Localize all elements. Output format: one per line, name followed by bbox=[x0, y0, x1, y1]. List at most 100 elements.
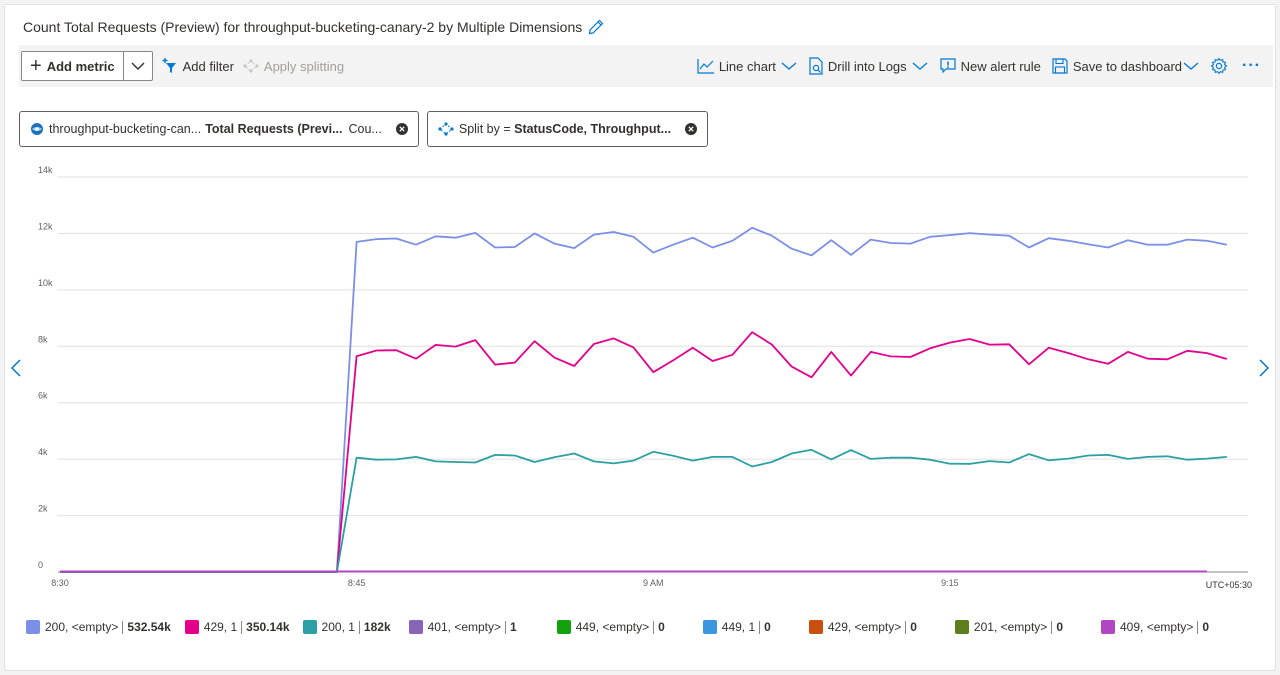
x-tick-label: 8:45 bbox=[348, 578, 366, 588]
y-tick-label: 2k bbox=[38, 504, 48, 514]
more-options-button[interactable]: ··· bbox=[1242, 57, 1261, 75]
logs-icon bbox=[809, 57, 823, 75]
legend-series-name: 429, 1 bbox=[203, 620, 238, 634]
legend-item[interactable]: 409, <empty> 0 bbox=[1101, 620, 1209, 634]
add-filter-label: Add filter bbox=[182, 58, 234, 74]
y-tick-label: 14k bbox=[38, 165, 53, 175]
add-filter-button[interactable]: Add filter bbox=[161, 58, 234, 74]
chart-type-dropdown[interactable]: Line chart bbox=[697, 58, 798, 74]
save-to-dashboard-dropdown[interactable]: Save to dashboard bbox=[1051, 57, 1200, 75]
add-metric-label: Add metric bbox=[46, 58, 115, 74]
legend-item[interactable]: 449, <empty> 0 bbox=[556, 620, 665, 634]
legend-item[interactable]: 201, <empty> 0 bbox=[954, 620, 1063, 634]
x-tick-label: 9 AM bbox=[643, 578, 664, 588]
split-pill[interactable]: Split by = StatusCode, Throughput... bbox=[426, 111, 709, 147]
edit-title-icon[interactable] bbox=[588, 19, 604, 35]
legend-swatch bbox=[408, 620, 423, 634]
alert-icon bbox=[940, 58, 956, 74]
line-chart: 0 2k 4k 6k 8k 10k 12k 14k 8:30 8:45 9 AM 9:15 UTC+05… bbox=[38, 165, 1252, 590]
y-tick-label: 6k bbox=[38, 391, 48, 401]
legend-series-name: 200, <empty> bbox=[45, 620, 119, 634]
new-alert-rule-button[interactable]: New alert rule bbox=[939, 57, 1041, 75]
legend-series-total: 0 bbox=[1056, 620, 1063, 634]
legend-item[interactable]: 200, 1 182k bbox=[302, 620, 391, 634]
splitting-icon bbox=[438, 122, 454, 136]
plus-icon: + bbox=[30, 55, 42, 77]
legend-item[interactable]: 449, 1 0 bbox=[702, 620, 771, 634]
save-icon bbox=[1052, 58, 1068, 74]
legend-separator bbox=[1197, 620, 1199, 634]
legend-separator bbox=[1051, 620, 1053, 634]
drill-into-logs-dropdown[interactable]: Drill into Logs bbox=[808, 57, 929, 75]
chart-title: Count Total Requests (Preview) for throu… bbox=[23, 19, 583, 35]
toolbar-right-group: Line chart Drill into Logs New alert rul… bbox=[687, 45, 1261, 87]
apply-splitting-button[interactable]: Apply splitting bbox=[242, 58, 344, 74]
legend-series-total: 182k bbox=[363, 620, 391, 634]
split-pill-value: StatusCode, Throughput... bbox=[514, 122, 672, 136]
add-metric-split-button: + Add metric bbox=[21, 51, 153, 81]
add-metric-button[interactable]: + Add metric bbox=[22, 52, 124, 80]
metric-pill-metric: Total Requests (Previ... bbox=[205, 122, 343, 136]
apply-splitting-label: Apply splitting bbox=[263, 58, 345, 74]
legend-separator bbox=[505, 620, 507, 634]
cosmos-db-icon bbox=[30, 122, 44, 136]
legend-series-name: 201, <empty> bbox=[973, 620, 1048, 634]
chart-title-row: Count Total Requests (Preview) for throu… bbox=[23, 15, 604, 39]
chevron-down-icon bbox=[781, 62, 797, 70]
x-tick-label: 9:15 bbox=[941, 578, 959, 588]
chart-pills: throughput-bucketing-can... Total Reques… bbox=[19, 111, 709, 147]
metric-pill-aggregation: Cou... bbox=[348, 122, 382, 136]
legend-item[interactable]: 429, 1 350.14k bbox=[184, 620, 290, 634]
chevron-down-icon bbox=[1183, 62, 1199, 70]
new-alert-rule-label: New alert rule bbox=[960, 58, 1041, 74]
series-line bbox=[60, 226, 1227, 573]
metric-pill[interactable]: throughput-bucketing-can... Total Reques… bbox=[19, 111, 419, 147]
series-line bbox=[60, 331, 1228, 573]
add-metric-dropdown[interactable] bbox=[124, 52, 152, 80]
chevron-right-icon[interactable] bbox=[1258, 358, 1270, 383]
legend-swatch bbox=[556, 620, 571, 634]
more-options-label: ··· bbox=[1242, 57, 1261, 74]
legend-swatch bbox=[702, 620, 717, 634]
chevron-down-icon bbox=[131, 62, 145, 70]
y-tick-label: 4k bbox=[38, 447, 48, 457]
legend-separator bbox=[905, 620, 907, 634]
splitting-icon bbox=[243, 59, 259, 73]
filter-add-icon bbox=[162, 58, 176, 73]
close-icon[interactable] bbox=[685, 123, 698, 135]
x-tick-label: 8:30 bbox=[51, 578, 69, 588]
legend-swatch bbox=[1101, 620, 1115, 634]
chart-legend: 200, <empty> 532.54k 429, 1 350.14k 200, 1 18… bbox=[26, 620, 1209, 634]
legend-series-total: 0 bbox=[658, 620, 665, 634]
drill-into-logs-label: Drill into Logs bbox=[827, 58, 907, 74]
legend-item[interactable]: 200, <empty> 532.54k bbox=[26, 620, 171, 634]
legend-series-name: 449, <empty> bbox=[575, 620, 650, 634]
legend-series-total: 350.14k bbox=[246, 620, 290, 634]
legend-item[interactable]: 429, <empty> 0 bbox=[808, 620, 917, 634]
chart-settings-button[interactable] bbox=[1210, 57, 1232, 75]
gear-icon bbox=[1210, 57, 1228, 75]
legend-series-total: 0 bbox=[1202, 620, 1210, 634]
line-chart-label: Line chart bbox=[718, 58, 776, 74]
chart-toolbar: + Add metric Add filter Apply splitting … bbox=[19, 45, 1273, 87]
legend-series-name: 449, 1 bbox=[721, 620, 756, 634]
legend-series-name: 409, <empty> bbox=[1120, 620, 1194, 634]
y-tick-label: 10k bbox=[38, 278, 53, 288]
legend-swatch bbox=[954, 620, 969, 634]
legend-series-total: 0 bbox=[764, 620, 771, 634]
legend-separator bbox=[358, 620, 360, 634]
chevron-left-icon[interactable] bbox=[10, 358, 22, 383]
metrics-chart-card: Count Total Requests (Preview) for throu… bbox=[4, 4, 1276, 671]
legend-series-name: 401, <empty> bbox=[427, 620, 502, 634]
legend-item[interactable]: 401, <empty> 1 bbox=[408, 620, 517, 634]
legend-series-total: 532.54k bbox=[127, 620, 171, 634]
legend-swatch bbox=[302, 620, 317, 634]
y-tick-label: 12k bbox=[38, 221, 53, 231]
split-pill-prefix: Split by = bbox=[458, 122, 515, 136]
save-to-dashboard-label: Save to dashboard bbox=[1072, 58, 1183, 74]
chevron-down-icon bbox=[912, 62, 928, 70]
metric-pill-resource: throughput-bucketing-can... bbox=[49, 122, 202, 136]
close-icon[interactable] bbox=[395, 123, 408, 135]
legend-swatch bbox=[184, 620, 199, 634]
legend-series-total: 0 bbox=[910, 620, 917, 634]
